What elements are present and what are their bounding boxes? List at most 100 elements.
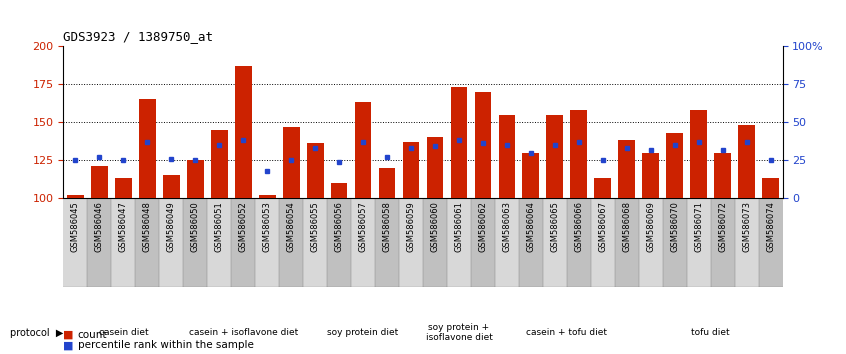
Bar [163, 176, 179, 198]
Bar [403, 142, 420, 198]
Bar [495, 198, 519, 287]
Bar [375, 198, 399, 287]
Bar [91, 166, 107, 198]
Text: GSM586054: GSM586054 [287, 201, 295, 252]
Text: GSM586055: GSM586055 [310, 201, 320, 252]
Bar [475, 92, 492, 198]
Bar [235, 66, 251, 198]
Bar [67, 195, 84, 198]
Bar [259, 195, 276, 198]
Bar [642, 153, 659, 198]
Bar [354, 102, 371, 198]
Bar [690, 110, 707, 198]
Bar [567, 198, 591, 287]
Text: GSM586053: GSM586053 [263, 201, 272, 252]
Text: GSM586050: GSM586050 [191, 201, 200, 252]
Text: soy protein diet: soy protein diet [327, 328, 398, 337]
Bar [615, 198, 639, 287]
Bar [255, 198, 279, 287]
Text: GSM586062: GSM586062 [479, 201, 487, 252]
Text: GSM586064: GSM586064 [526, 201, 536, 252]
Bar [734, 198, 759, 287]
Bar [714, 153, 731, 198]
Text: GSM586060: GSM586060 [431, 201, 439, 252]
Bar [112, 198, 135, 287]
Bar [547, 115, 563, 198]
Text: GSM586052: GSM586052 [239, 201, 248, 252]
Text: percentile rank within the sample: percentile rank within the sample [78, 340, 254, 350]
Text: GSM586046: GSM586046 [95, 201, 104, 252]
Bar [595, 178, 611, 198]
Bar [711, 198, 734, 287]
Text: GSM586056: GSM586056 [335, 201, 343, 252]
Bar [187, 160, 204, 198]
Bar [307, 143, 323, 198]
Bar [451, 87, 467, 198]
Text: GSM586068: GSM586068 [623, 201, 631, 252]
Bar [447, 198, 471, 287]
Bar [687, 198, 711, 287]
Bar [739, 125, 755, 198]
Text: casein + isoflavone diet: casein + isoflavone diet [189, 328, 298, 337]
Text: protocol  ▶: protocol ▶ [10, 328, 63, 338]
Text: casein + tofu diet: casein + tofu diet [526, 328, 607, 337]
Text: GSM586070: GSM586070 [670, 201, 679, 252]
Text: GSM586048: GSM586048 [143, 201, 151, 252]
Bar [279, 198, 303, 287]
Text: GSM586074: GSM586074 [766, 201, 775, 252]
Bar [519, 198, 543, 287]
Bar [759, 198, 783, 287]
Bar [423, 198, 447, 287]
Bar [667, 133, 683, 198]
Text: GSM586067: GSM586067 [598, 201, 607, 252]
Bar [662, 198, 687, 287]
Text: GSM586073: GSM586073 [742, 201, 751, 252]
Text: count: count [78, 330, 107, 339]
Bar [327, 198, 351, 287]
Bar [618, 141, 635, 198]
Bar [63, 198, 87, 287]
Text: GSM586069: GSM586069 [646, 201, 655, 252]
Bar [570, 110, 587, 198]
Bar [639, 198, 662, 287]
Text: tofu diet: tofu diet [691, 328, 730, 337]
Text: ■: ■ [63, 330, 74, 339]
Bar [471, 198, 495, 287]
Text: GSM586066: GSM586066 [574, 201, 583, 252]
Bar [184, 198, 207, 287]
Text: GDS3923 / 1389750_at: GDS3923 / 1389750_at [63, 30, 213, 44]
Bar [498, 115, 515, 198]
Bar [543, 198, 567, 287]
Text: GSM586059: GSM586059 [407, 201, 415, 252]
Bar [135, 198, 159, 287]
Bar [115, 178, 132, 198]
Bar [87, 198, 112, 287]
Text: GSM586063: GSM586063 [503, 201, 511, 252]
Text: GSM586065: GSM586065 [551, 201, 559, 252]
Text: GSM586058: GSM586058 [382, 201, 392, 252]
Text: GSM586071: GSM586071 [695, 201, 703, 252]
Bar [762, 178, 779, 198]
Bar [399, 198, 423, 287]
Text: GSM586045: GSM586045 [71, 201, 80, 252]
Bar [283, 127, 299, 198]
Text: soy protein +
isoflavone diet: soy protein + isoflavone diet [426, 323, 492, 342]
Bar [591, 198, 615, 287]
Bar [231, 198, 255, 287]
Bar [139, 99, 156, 198]
Bar [379, 168, 395, 198]
Text: GSM586049: GSM586049 [167, 201, 176, 252]
Text: GSM586061: GSM586061 [454, 201, 464, 252]
Text: GSM586057: GSM586057 [359, 201, 367, 252]
Text: GSM586047: GSM586047 [119, 201, 128, 252]
Text: casein diet: casein diet [99, 328, 148, 337]
Bar [211, 130, 228, 198]
Bar [426, 137, 443, 198]
Bar [303, 198, 327, 287]
Text: ■: ■ [63, 340, 74, 350]
Bar [207, 198, 231, 287]
Bar [159, 198, 184, 287]
Bar [351, 198, 375, 287]
Text: GSM586051: GSM586051 [215, 201, 223, 252]
Bar [523, 153, 539, 198]
